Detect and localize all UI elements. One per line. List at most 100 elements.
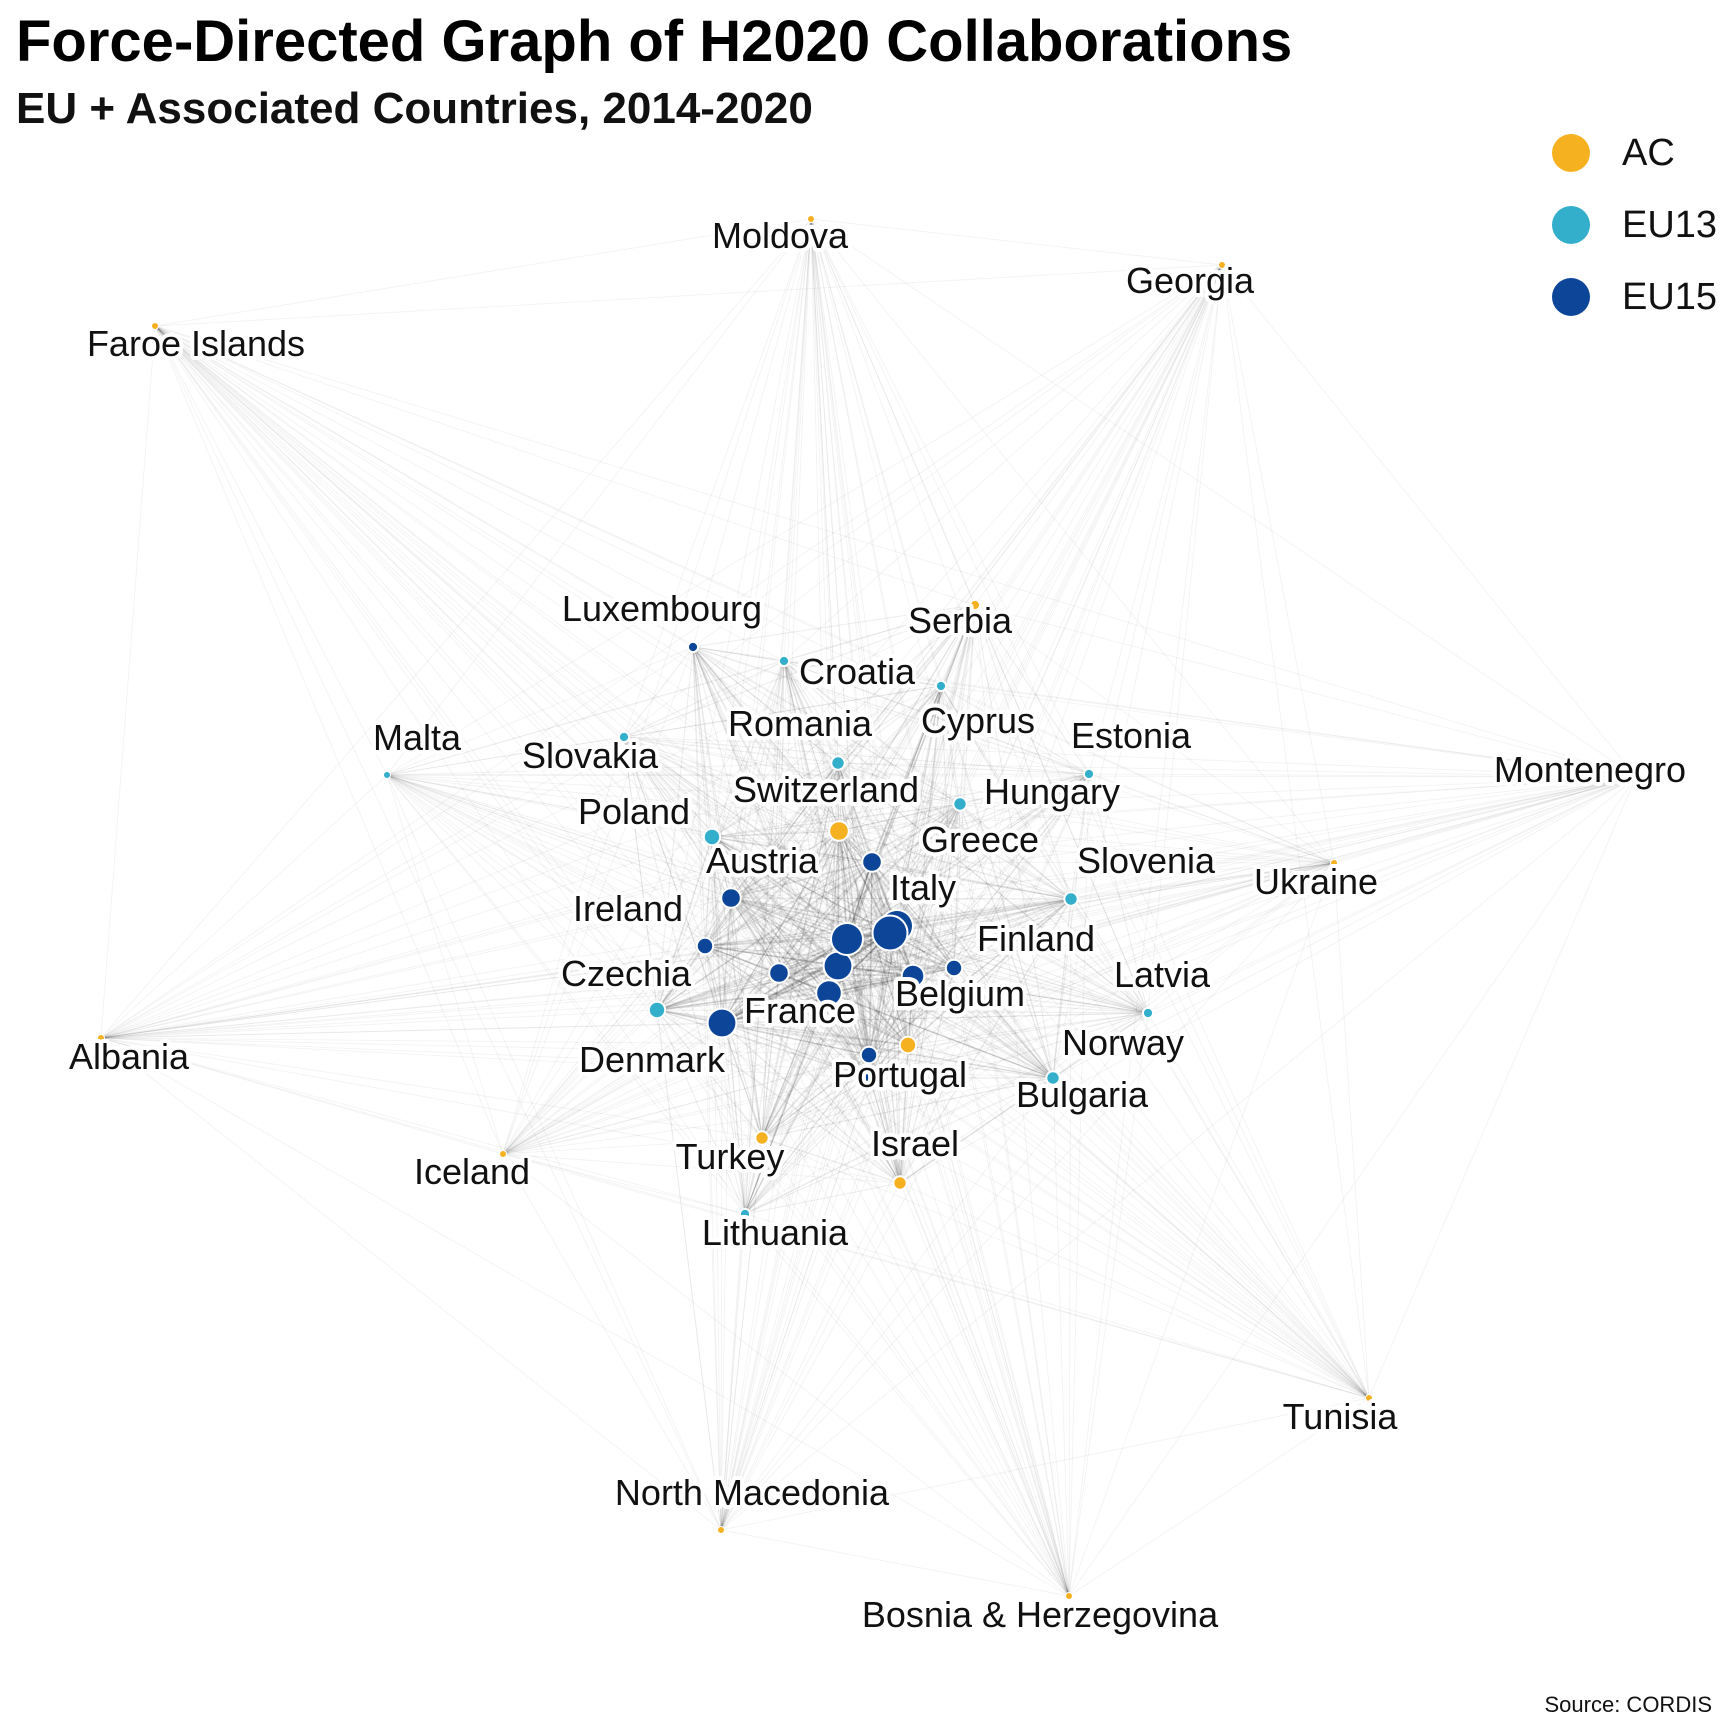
collaboration-edge [656, 861, 873, 1011]
collaboration-edge [974, 604, 1637, 778]
collaboration-edge [730, 861, 873, 899]
collaboration-edge [704, 604, 976, 947]
collaboration-edge [720, 898, 1072, 1531]
collaboration-edge [502, 773, 1090, 1155]
collaboration-edge [711, 836, 848, 940]
collaboration-edge [711, 803, 961, 838]
collaboration-edge [907, 773, 1090, 1046]
collaboration-edge [720, 862, 1335, 1531]
collaboration-edge [623, 736, 839, 764]
collaboration-edge [896, 773, 1090, 927]
collaboration-edge [623, 736, 1149, 1014]
collaboration-edge [837, 762, 961, 805]
collaboration-edge [100, 660, 785, 1039]
collaboration-edge [704, 861, 873, 947]
collaboration-edge [744, 1213, 1370, 1399]
collaboration-edge [711, 836, 914, 977]
collaboration-edge [704, 862, 1335, 947]
collaboration-edge [959, 803, 1149, 1014]
collaboration-edge [761, 1077, 871, 1139]
collaboration-edge [896, 925, 1149, 1014]
collaboration-edge [100, 1037, 504, 1155]
collaboration-edge [953, 776, 1637, 969]
collaboration-edge [778, 660, 785, 974]
collaboration-edge [656, 685, 942, 1011]
collaboration-edge [502, 660, 785, 1155]
collaboration-edge [959, 773, 1090, 805]
collaboration-edge [828, 975, 914, 994]
collaboration-edge [730, 897, 746, 1215]
collaboration-edge [623, 736, 891, 934]
collaboration-edge [623, 736, 1090, 775]
collaboration-edge [721, 762, 839, 1024]
collaboration-edge [838, 803, 961, 832]
node-label-poland: Poland [578, 791, 690, 832]
node-label-turkey: Turkey [676, 1136, 785, 1177]
collaboration-edge [502, 803, 961, 1155]
node-moldova [807, 215, 815, 223]
collaboration-edge [940, 685, 955, 969]
collaboration-edge [959, 776, 1637, 805]
collaboration-edge [828, 992, 1149, 1014]
collaboration-edge [154, 325, 873, 863]
collaboration-edge [656, 1009, 746, 1215]
collaboration-edge [846, 776, 1637, 940]
collaboration-edge [721, 830, 840, 1024]
collaboration-edge [889, 932, 901, 1184]
collaboration-edge [692, 646, 746, 1215]
collaboration-edge [711, 660, 785, 838]
collaboration-edge [1052, 862, 1335, 1079]
node-label-malta: Malta [373, 717, 462, 758]
collaboration-edge [1088, 773, 1370, 1399]
collaboration-edge [838, 830, 1072, 900]
collaboration-edge [828, 898, 1072, 994]
collaboration-edge [912, 975, 1149, 1014]
collaboration-edge [838, 830, 901, 1184]
collaboration-edge [838, 685, 942, 832]
collaboration-edge [974, 604, 1090, 775]
collaboration-edge [899, 898, 1072, 1184]
collaboration-edge [720, 685, 942, 1531]
collaboration-edge [744, 965, 839, 1215]
collaboration-edge [783, 660, 1370, 1399]
collaboration-edge [154, 325, 722, 1531]
collaboration-edge [502, 736, 625, 1155]
collaboration-edge [837, 685, 942, 967]
collaboration-edge [100, 736, 625, 1039]
collaboration-edge [838, 830, 1335, 864]
node-romania [830, 755, 846, 771]
collaboration-edge [704, 945, 871, 1079]
collaboration-edge [692, 646, 785, 662]
collaboration-edge [154, 325, 942, 687]
collaboration-edge [744, 660, 785, 1215]
collaboration-edge [656, 836, 713, 1011]
collaboration-edge [154, 325, 839, 967]
collaboration-edge [704, 264, 1223, 947]
collaboration-edge [953, 264, 1223, 969]
collaboration-edge [912, 604, 976, 977]
collaboration-edge [704, 218, 812, 947]
node-czechia [647, 1000, 667, 1020]
collaboration-edge [502, 1077, 871, 1155]
collaboration-edge [1333, 776, 1637, 864]
collaboration-edge [721, 1022, 1054, 1079]
collaboration-edge [623, 736, 1637, 778]
collaboration-edge [1052, 1077, 1070, 1597]
node-label-bosnia-herzegovina: Bosnia & Herzegovina [862, 1594, 1219, 1635]
collaboration-edge [869, 1077, 1370, 1399]
collaboration-edge [623, 264, 1223, 738]
collaboration-edge [692, 646, 722, 1531]
collaboration-edge [704, 945, 780, 974]
collaboration-edge [869, 1077, 901, 1184]
collaboration-edge [656, 776, 1637, 1011]
node-albania [97, 1034, 105, 1042]
collaboration-edge [899, 967, 955, 1184]
collaboration-edge [1068, 776, 1637, 1597]
collaboration-edge [154, 325, 732, 899]
collaboration-edge [744, 898, 1072, 1215]
node-label-czechia: Czechia [561, 953, 692, 994]
collaboration-edge [837, 762, 870, 1056]
collaboration-edge [386, 218, 812, 776]
collaboration-edge [940, 264, 1223, 687]
collaboration-edge [100, 774, 388, 1039]
